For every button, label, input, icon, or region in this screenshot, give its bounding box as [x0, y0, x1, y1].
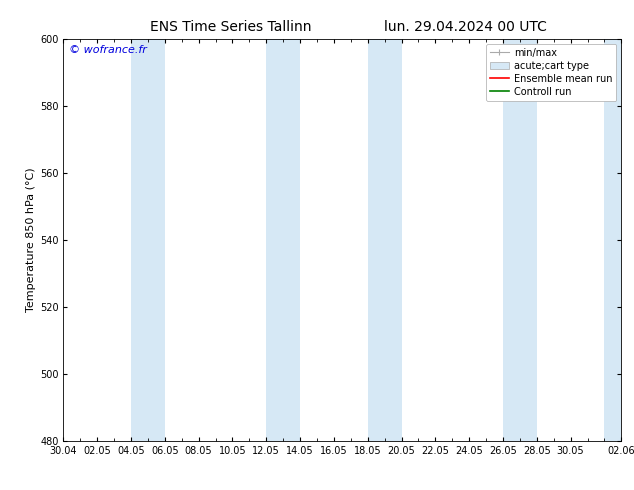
Bar: [503, 39, 537, 441]
Legend: min/max, acute;cart type, Ensemble mean run, Controll run: min/max, acute;cart type, Ensemble mean …: [486, 44, 616, 100]
Bar: [131, 39, 165, 441]
Text: ENS Time Series Tallinn: ENS Time Series Tallinn: [150, 20, 311, 34]
Text: lun. 29.04.2024 00 UTC: lun. 29.04.2024 00 UTC: [384, 20, 547, 34]
Bar: [266, 39, 300, 441]
Text: © wofrance.fr: © wofrance.fr: [69, 45, 147, 55]
Bar: [368, 39, 401, 441]
Bar: [604, 39, 634, 441]
Y-axis label: Temperature 850 hPa (°C): Temperature 850 hPa (°C): [26, 168, 36, 313]
